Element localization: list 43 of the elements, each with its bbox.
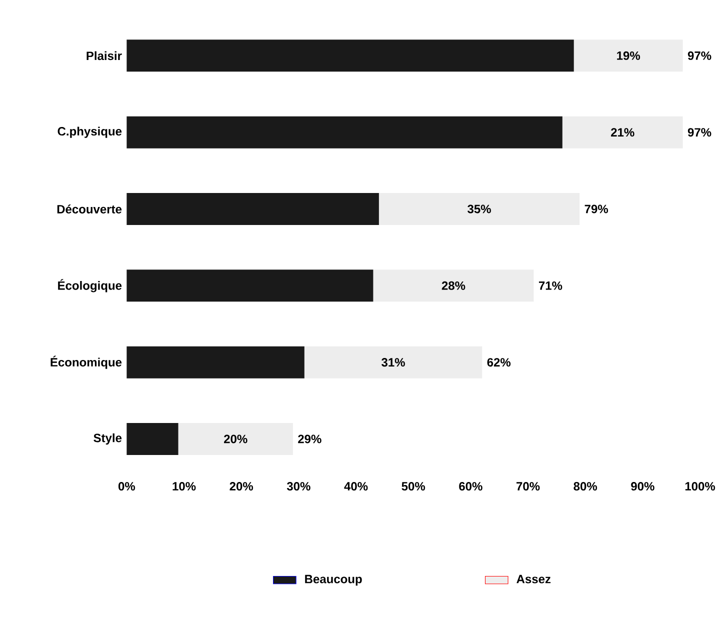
- legend-label: Beaucoup: [305, 574, 362, 586]
- x-tick-label: 10%: [172, 482, 196, 491]
- x-tick-label: 70%: [516, 482, 540, 491]
- y-tick-label: Plaisir: [86, 51, 122, 60]
- y-tick-label: Économique: [50, 356, 122, 369]
- x-tick-label: 50%: [402, 482, 426, 491]
- data-label: 19%: [617, 51, 640, 60]
- bar: [126, 422, 178, 455]
- x-tick-label: 30%: [286, 482, 310, 491]
- data-label: 20%: [224, 434, 248, 444]
- x-tick-label: 60%: [459, 482, 482, 491]
- x-tick-label: 40%: [344, 482, 368, 491]
- data-label: 21%: [611, 128, 634, 137]
- x-tick-label: 100%: [685, 482, 716, 491]
- x-tick-label: 0%: [118, 482, 136, 491]
- total-label: 62%: [487, 358, 511, 367]
- bar: [373, 270, 534, 302]
- total-label: 79%: [584, 204, 608, 214]
- bar: [126, 270, 374, 302]
- y-tick-label: Découverte: [57, 204, 122, 214]
- bar: [126, 116, 562, 148]
- bar: [126, 346, 304, 378]
- total-label: 29%: [298, 434, 322, 444]
- x-tick-label: 90%: [631, 482, 654, 491]
- bar: [562, 116, 683, 148]
- data-label: 31%: [382, 358, 405, 367]
- y-tick-label: Écologique: [58, 279, 122, 292]
- x-tick-label: 80%: [574, 482, 598, 491]
- total-label: 97%: [688, 51, 712, 60]
- legend-label: Assez: [516, 574, 551, 584]
- x-tick-label: 20%: [230, 482, 254, 491]
- bar: [178, 422, 293, 455]
- data-label: 28%: [442, 281, 466, 290]
- bar: [378, 193, 580, 225]
- bar: [304, 346, 482, 378]
- data-label: 35%: [468, 204, 491, 214]
- total-label: 71%: [538, 281, 562, 290]
- bar: [126, 193, 379, 225]
- total-label: 97%: [688, 128, 712, 137]
- bar: [126, 40, 574, 72]
- bar: [574, 40, 683, 72]
- y-tick-label: C.physique: [58, 126, 122, 138]
- y-tick-label: Style: [94, 433, 122, 445]
